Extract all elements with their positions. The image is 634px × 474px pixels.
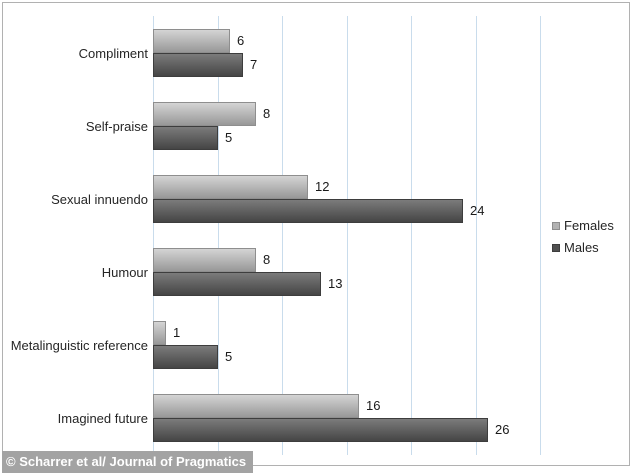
- bar-males-4: [153, 345, 218, 369]
- data-label-females-2: 12: [315, 179, 330, 194]
- category-label: Self-praise: [85, 119, 148, 134]
- legend-label: Females: [564, 218, 614, 233]
- legend-label: Males: [564, 240, 599, 255]
- category-label: Compliment: [78, 46, 148, 61]
- bar-females-3: [153, 248, 256, 272]
- source-caption: © Scharrer et al/ Journal of Pragmatics: [2, 451, 254, 473]
- legend-swatch-icon: [552, 221, 560, 230]
- data-label-females-5: 16: [366, 398, 381, 413]
- bar-males-3: [153, 272, 321, 296]
- bar-females-4: [153, 321, 166, 345]
- chart-border-frame: [2, 2, 630, 466]
- data-label-males-1: 5: [225, 130, 233, 145]
- data-label-males-5: 26: [495, 422, 510, 437]
- data-label-females-4: 1: [173, 325, 181, 340]
- data-label-males-2: 24: [470, 203, 485, 218]
- bar-females-0: [153, 29, 230, 53]
- bar-females-1: [153, 102, 256, 126]
- category-label: Humour: [101, 265, 148, 280]
- data-label-males-3: 13: [328, 276, 343, 291]
- legend-item-males: Males: [552, 240, 614, 255]
- data-label-females-3: 8: [263, 252, 271, 267]
- data-label-males-0: 7: [250, 57, 258, 72]
- bar-males-0: [153, 53, 243, 77]
- bar-males-5: [153, 418, 488, 442]
- category-label: Metalinguistic reference: [10, 338, 148, 353]
- legend-item-females: Females: [552, 218, 614, 233]
- data-label-males-4: 5: [225, 349, 233, 364]
- data-label-females-1: 8: [263, 106, 271, 121]
- category-label: Imagined future: [57, 411, 148, 426]
- bar-males-2: [153, 199, 463, 223]
- bar-males-1: [153, 126, 218, 150]
- category-label: Sexual innuendo: [51, 192, 148, 207]
- bar-females-5: [153, 394, 359, 418]
- data-label-females-0: 6: [237, 33, 245, 48]
- bar-females-2: [153, 175, 308, 199]
- legend: Females Males: [552, 218, 614, 262]
- legend-swatch-icon: [552, 243, 560, 252]
